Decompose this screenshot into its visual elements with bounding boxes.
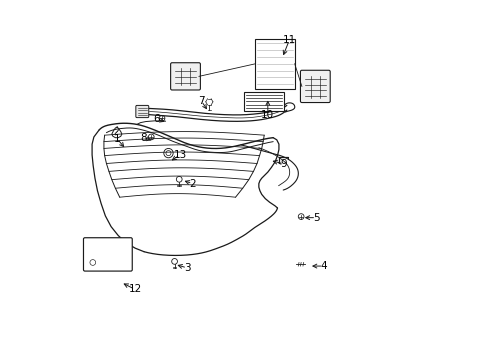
FancyBboxPatch shape bbox=[170, 63, 200, 90]
Bar bbox=[244, 92, 284, 111]
Text: 5: 5 bbox=[312, 213, 319, 222]
Bar bbox=[255, 39, 294, 89]
FancyBboxPatch shape bbox=[83, 238, 132, 271]
Bar bbox=[92, 255, 102, 262]
Text: 8: 8 bbox=[140, 133, 146, 143]
Text: 1: 1 bbox=[114, 134, 120, 144]
Text: 12: 12 bbox=[128, 284, 142, 294]
Text: 3: 3 bbox=[183, 263, 190, 273]
FancyBboxPatch shape bbox=[136, 105, 148, 118]
Text: 4: 4 bbox=[320, 261, 326, 271]
Text: 7: 7 bbox=[198, 96, 204, 106]
FancyBboxPatch shape bbox=[300, 70, 329, 103]
Text: 13: 13 bbox=[173, 150, 186, 160]
Text: 6: 6 bbox=[153, 114, 160, 124]
Text: 9: 9 bbox=[280, 159, 286, 169]
Text: 11: 11 bbox=[282, 35, 295, 45]
Text: 10: 10 bbox=[261, 111, 274, 121]
Bar bbox=[105, 255, 112, 261]
Text: 2: 2 bbox=[189, 179, 195, 189]
